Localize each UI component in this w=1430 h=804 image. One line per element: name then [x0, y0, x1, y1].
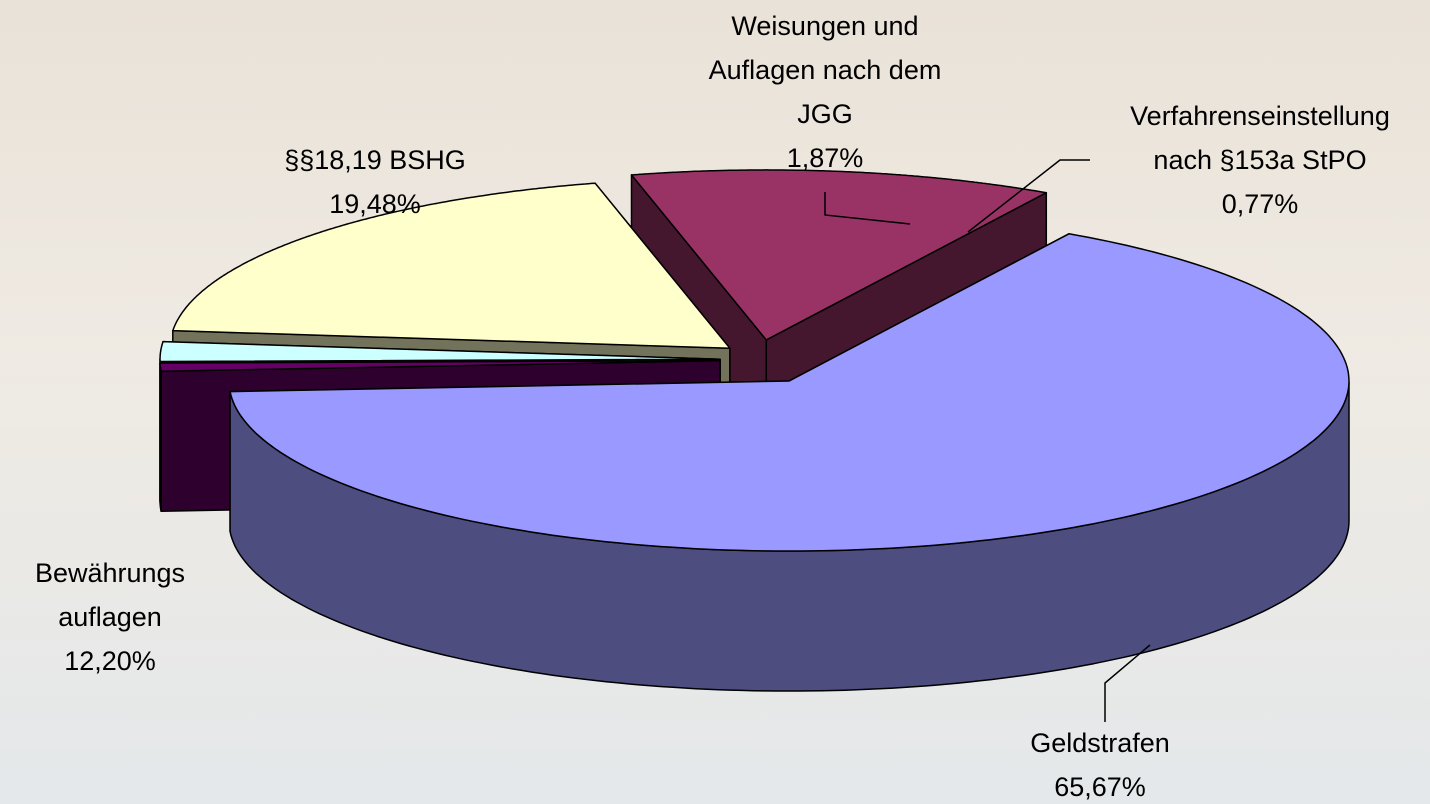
label-line: §§18,19 BSHG	[284, 145, 466, 175]
value-label: 0,77%	[1222, 189, 1299, 219]
slice-top	[630, 169, 1048, 341]
slice-side	[159, 362, 162, 513]
label-line: Auflagen nach dem	[709, 55, 942, 85]
label-line: auflagen	[58, 602, 162, 632]
slice-top	[229, 233, 1350, 552]
slice-top	[159, 359, 721, 373]
label-line: Verfahrenseinstellung	[1130, 101, 1390, 131]
slice-top	[172, 182, 731, 349]
label-line: Bewährungs	[35, 558, 185, 588]
pie	[159, 169, 1350, 692]
value-label: 12,20%	[64, 646, 156, 676]
label-line: JGG	[797, 99, 853, 129]
value-label: 1,87%	[787, 143, 864, 173]
labels: Geldstrafen 65,67% Verfahrenseinstellung na…	[35, 11, 1390, 802]
label-line: Geldstrafen	[1030, 728, 1170, 758]
slice-label: Bewährungs auflagen	[35, 558, 185, 632]
leader-line	[1104, 644, 1151, 722]
label-line: Weisungen und	[731, 11, 918, 41]
slice-label: Weisungen und Auflagen nach dem JGG	[709, 11, 942, 129]
slice-top	[159, 340, 721, 363]
label-line: nach §153a StPO	[1153, 145, 1366, 175]
slice-label: §§18,19 BSHG	[284, 145, 466, 175]
leader-line	[967, 159, 1090, 233]
value-label: 19,48%	[329, 189, 421, 219]
value-label: 65,67%	[1054, 772, 1146, 802]
slice-label: Verfahrenseinstellung nach §153a StPO	[1130, 101, 1390, 175]
leader-line	[824, 192, 911, 225]
slice-label: Geldstrafen	[1030, 728, 1170, 758]
